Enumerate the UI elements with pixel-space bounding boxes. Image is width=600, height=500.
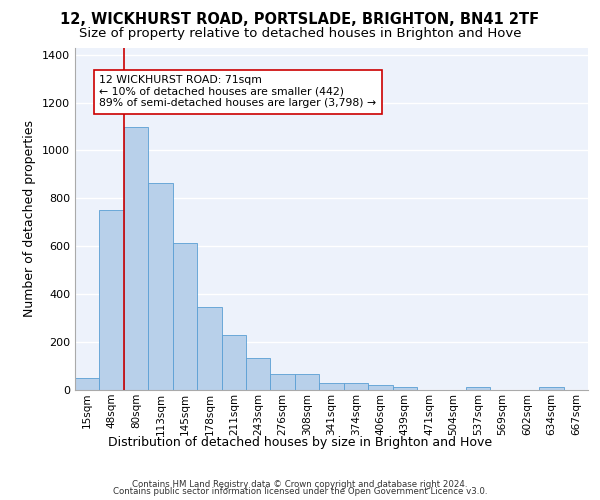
Text: Contains public sector information licensed under the Open Government Licence v3: Contains public sector information licen…	[113, 487, 487, 496]
Bar	[368, 385, 392, 390]
Bar	[246, 358, 271, 390]
Bar	[344, 384, 368, 390]
Bar	[271, 374, 295, 390]
Bar	[295, 374, 319, 390]
Bar	[197, 306, 221, 390]
Bar	[221, 336, 246, 390]
Text: 12 WICKHURST ROAD: 71sqm
← 10% of detached houses are smaller (442)
89% of semi-: 12 WICKHURST ROAD: 71sqm ← 10% of detach…	[100, 75, 377, 108]
Text: Size of property relative to detached houses in Brighton and Hove: Size of property relative to detached ho…	[79, 28, 521, 40]
Bar	[319, 384, 344, 390]
Bar	[539, 387, 563, 390]
Bar	[75, 378, 100, 390]
Text: Distribution of detached houses by size in Brighton and Hove: Distribution of detached houses by size …	[108, 436, 492, 449]
Bar	[173, 243, 197, 390]
Bar	[124, 127, 148, 390]
Bar	[392, 387, 417, 390]
Text: Contains HM Land Registry data © Crown copyright and database right 2024.: Contains HM Land Registry data © Crown c…	[132, 480, 468, 489]
Text: 12, WICKHURST ROAD, PORTSLADE, BRIGHTON, BN41 2TF: 12, WICKHURST ROAD, PORTSLADE, BRIGHTON,…	[61, 12, 539, 28]
Bar	[100, 210, 124, 390]
Y-axis label: Number of detached properties: Number of detached properties	[23, 120, 37, 318]
Bar	[148, 182, 173, 390]
Bar	[466, 387, 490, 390]
